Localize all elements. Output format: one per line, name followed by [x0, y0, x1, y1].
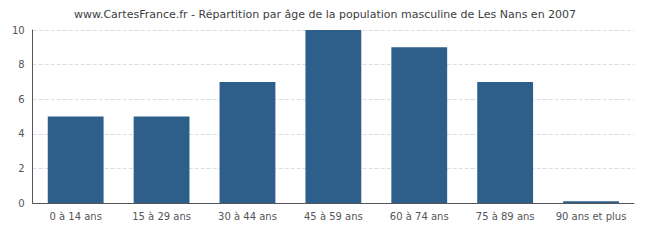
svg-text:30 à 44 ans: 30 à 44 ans [218, 211, 277, 222]
svg-text:90 ans et plus: 90 ans et plus [556, 211, 627, 222]
svg-text:15 à 29 ans: 15 à 29 ans [132, 211, 191, 222]
svg-text:4: 4 [18, 128, 24, 139]
svg-text:6: 6 [18, 94, 24, 105]
svg-text:10: 10 [12, 25, 25, 36]
svg-text:www.CartesFrance.fr - Répartit: www.CartesFrance.fr - Répartition par âg… [74, 8, 576, 21]
svg-text:0: 0 [18, 198, 24, 209]
svg-text:8: 8 [18, 59, 24, 70]
svg-text:0 à 14 ans: 0 à 14 ans [49, 211, 101, 222]
svg-text:45 à 59 ans: 45 à 59 ans [304, 211, 363, 222]
svg-text:2: 2 [18, 163, 24, 174]
svg-text:75 à 89 ans: 75 à 89 ans [476, 211, 535, 222]
svg-text:60 à 74 ans: 60 à 74 ans [390, 211, 449, 222]
